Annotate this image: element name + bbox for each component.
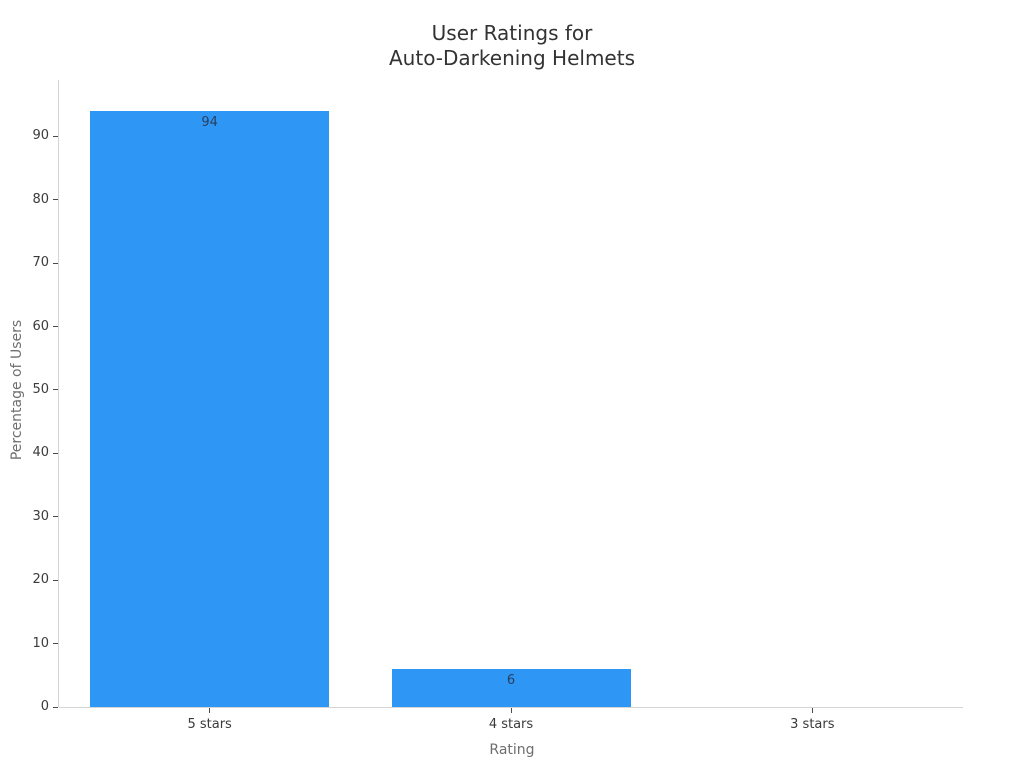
x-axis-title: Rating [489, 742, 535, 758]
x-tick-label: 4 stars [488, 717, 534, 732]
y-tick-mark [53, 579, 58, 581]
x-tick-mark [510, 708, 512, 713]
y-tick-mark [53, 452, 58, 454]
y-tick-label: 90 [32, 128, 49, 144]
bar [391, 668, 631, 707]
y-tick-label: 20 [32, 572, 49, 588]
y-tick-label: 60 [32, 318, 49, 334]
y-tick-label: 0 [40, 699, 49, 714]
y-axis-line [58, 80, 59, 707]
y-tick-label: 50 [32, 381, 49, 397]
y-tick-label: 10 [32, 635, 49, 651]
y-tick-label: 80 [32, 191, 49, 207]
y-tick-label: 30 [32, 508, 49, 524]
chart-title-line-2: Auto-Darkening Helmets [389, 46, 635, 70]
chart-title-line-1: User Ratings for [431, 21, 593, 45]
y-tick-mark [53, 199, 58, 201]
bar-value-label: 6 [506, 672, 516, 688]
y-tick-mark [53, 262, 58, 264]
y-tick-mark [53, 643, 58, 645]
x-tick-label: 5 stars [187, 717, 232, 732]
y-axis-title: Percentage of Users [9, 319, 25, 461]
chart-title: User Ratings for Auto-Darkening Helmets [0, 21, 1024, 71]
y-tick-label: 70 [32, 255, 49, 271]
y-tick-mark [53, 706, 58, 708]
y-tick-mark [53, 326, 58, 328]
y-tick-mark [53, 516, 58, 518]
y-tick-mark [53, 389, 58, 391]
y-tick-label: 40 [32, 445, 49, 461]
x-tick-label: 3 stars [790, 717, 835, 732]
bar-value-label: 94 [201, 115, 218, 130]
bar [90, 111, 330, 707]
x-axis-line [59, 707, 963, 708]
y-tick-mark [53, 135, 58, 137]
x-tick-mark [209, 708, 211, 713]
x-tick-mark [811, 708, 813, 713]
